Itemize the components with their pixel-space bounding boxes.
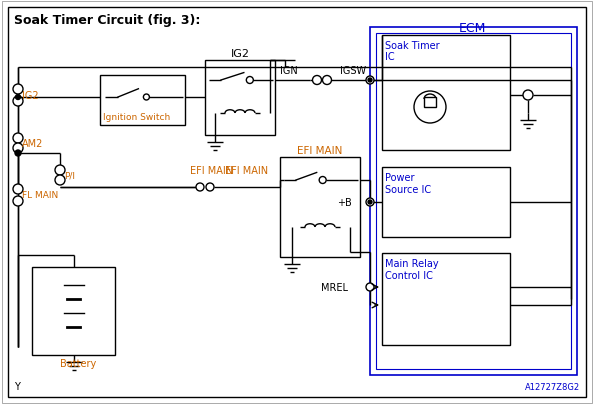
Bar	[382, 254, 510, 345]
Bar	[424, 98, 436, 108]
Circle shape	[13, 144, 23, 153]
Text: IG2: IG2	[230, 49, 249, 59]
Bar	[32, 267, 115, 355]
Text: IGN: IGN	[280, 66, 298, 76]
Circle shape	[15, 95, 21, 100]
Text: FL MAIN: FL MAIN	[22, 191, 58, 200]
Circle shape	[366, 284, 374, 291]
Circle shape	[13, 196, 23, 207]
Text: A12727Z8G2: A12727Z8G2	[525, 382, 580, 391]
Text: Ignition Switch: Ignition Switch	[103, 113, 170, 121]
Circle shape	[366, 198, 374, 207]
Text: Control IC: Control IC	[385, 270, 433, 280]
Text: IC: IC	[385, 52, 394, 62]
Circle shape	[13, 97, 23, 107]
Circle shape	[414, 92, 446, 124]
Circle shape	[247, 77, 253, 84]
Text: MREL: MREL	[321, 282, 348, 292]
Circle shape	[319, 177, 326, 184]
Circle shape	[13, 185, 23, 194]
Bar	[100, 76, 185, 126]
Circle shape	[13, 134, 23, 144]
Text: Battery: Battery	[61, 358, 97, 368]
Text: Soak Timer: Soak Timer	[385, 41, 440, 51]
Text: IG2: IG2	[22, 91, 39, 101]
Text: Y: Y	[14, 381, 20, 391]
Bar	[205, 61, 275, 136]
Text: Source IC: Source IC	[385, 185, 431, 194]
Circle shape	[428, 101, 432, 105]
Circle shape	[366, 77, 374, 85]
Text: +B: +B	[337, 198, 352, 207]
Circle shape	[206, 183, 214, 192]
Circle shape	[323, 76, 331, 85]
Circle shape	[368, 200, 372, 205]
Text: EFI MAIN: EFI MAIN	[225, 166, 268, 175]
Circle shape	[196, 183, 204, 192]
Text: EFI MAIN: EFI MAIN	[190, 166, 233, 175]
Text: ECM: ECM	[459, 22, 486, 35]
Circle shape	[15, 151, 21, 157]
Text: IGSW: IGSW	[340, 66, 366, 76]
Circle shape	[55, 175, 65, 185]
Bar	[370, 28, 577, 375]
Bar	[376, 34, 571, 369]
Text: EFI MAIN: EFI MAIN	[298, 146, 343, 156]
Text: Power: Power	[385, 173, 415, 183]
Text: Soak Timer Circuit (fig. 3):: Soak Timer Circuit (fig. 3):	[14, 14, 200, 27]
Text: P/I: P/I	[64, 171, 75, 180]
Circle shape	[13, 85, 23, 95]
Circle shape	[143, 95, 150, 101]
Circle shape	[523, 91, 533, 101]
Circle shape	[312, 76, 321, 85]
Text: AM2: AM2	[22, 139, 43, 149]
Text: Main Relay: Main Relay	[385, 258, 438, 269]
Bar	[382, 168, 510, 237]
Circle shape	[55, 166, 65, 175]
Circle shape	[368, 79, 372, 83]
Bar	[280, 158, 360, 257]
Bar	[382, 36, 510, 151]
